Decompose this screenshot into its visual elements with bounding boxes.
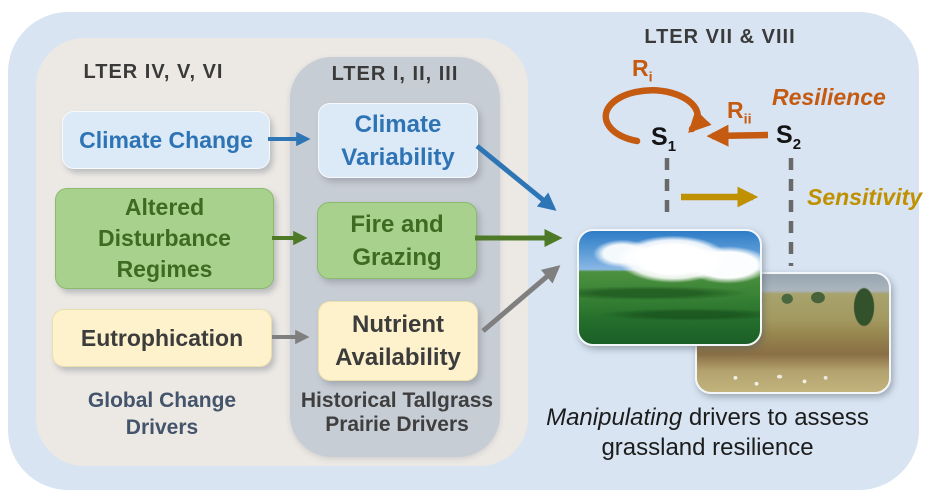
caption-line2: grassland resilience bbox=[601, 434, 814, 461]
box-label: Climate Change bbox=[79, 127, 253, 153]
fire-and-grazing-box: Fire and Grazing bbox=[317, 202, 477, 279]
climate-change-box: Climate Change bbox=[62, 111, 270, 169]
green-grassland-photo bbox=[577, 229, 762, 346]
box-label: Disturbance bbox=[98, 225, 231, 251]
box-label: Climate bbox=[354, 110, 442, 138]
r-ii-label: Rii bbox=[727, 97, 752, 128]
left-column-heading: LTER IV, V, VI bbox=[83, 61, 224, 83]
mid-column-heading: LTER I, II, III bbox=[331, 63, 459, 85]
box-label: Grazing bbox=[352, 243, 442, 271]
box-label: Regimes bbox=[116, 256, 213, 282]
box-label: Eutrophication bbox=[80, 325, 244, 351]
historical-drivers-label: Historical Tallgrass Prairie Drivers bbox=[300, 389, 494, 436]
sensitivity-label: Sensitivity bbox=[807, 184, 923, 210]
s1-label: S1 bbox=[651, 123, 677, 155]
box-label: Variability bbox=[341, 143, 455, 171]
caption: Manipulating drivers to assess grassland… bbox=[535, 403, 880, 463]
nutrient-availability-box: Nutrient Availability bbox=[318, 301, 478, 381]
box-label: Fire and bbox=[350, 210, 444, 238]
altered-disturbance-regimes-box: Altered Disturbance Regimes bbox=[55, 188, 274, 289]
box-label: Availability bbox=[335, 344, 461, 371]
global-change-drivers-label: Global Change Drivers bbox=[87, 389, 237, 439]
s2-label: S2 bbox=[776, 121, 802, 153]
caption-line1: Manipulating drivers to assess bbox=[546, 404, 869, 431]
box-label: Altered bbox=[124, 194, 205, 220]
box-label: Nutrient bbox=[352, 311, 444, 338]
eutrophication-box: Eutrophication bbox=[52, 309, 272, 367]
climate-variability-box: Climate Variability bbox=[318, 103, 478, 178]
r-i-label: Ri bbox=[632, 55, 653, 86]
resilience-label: Resilience bbox=[772, 84, 886, 110]
right-section-heading: LTER VII & VIII bbox=[644, 26, 796, 48]
